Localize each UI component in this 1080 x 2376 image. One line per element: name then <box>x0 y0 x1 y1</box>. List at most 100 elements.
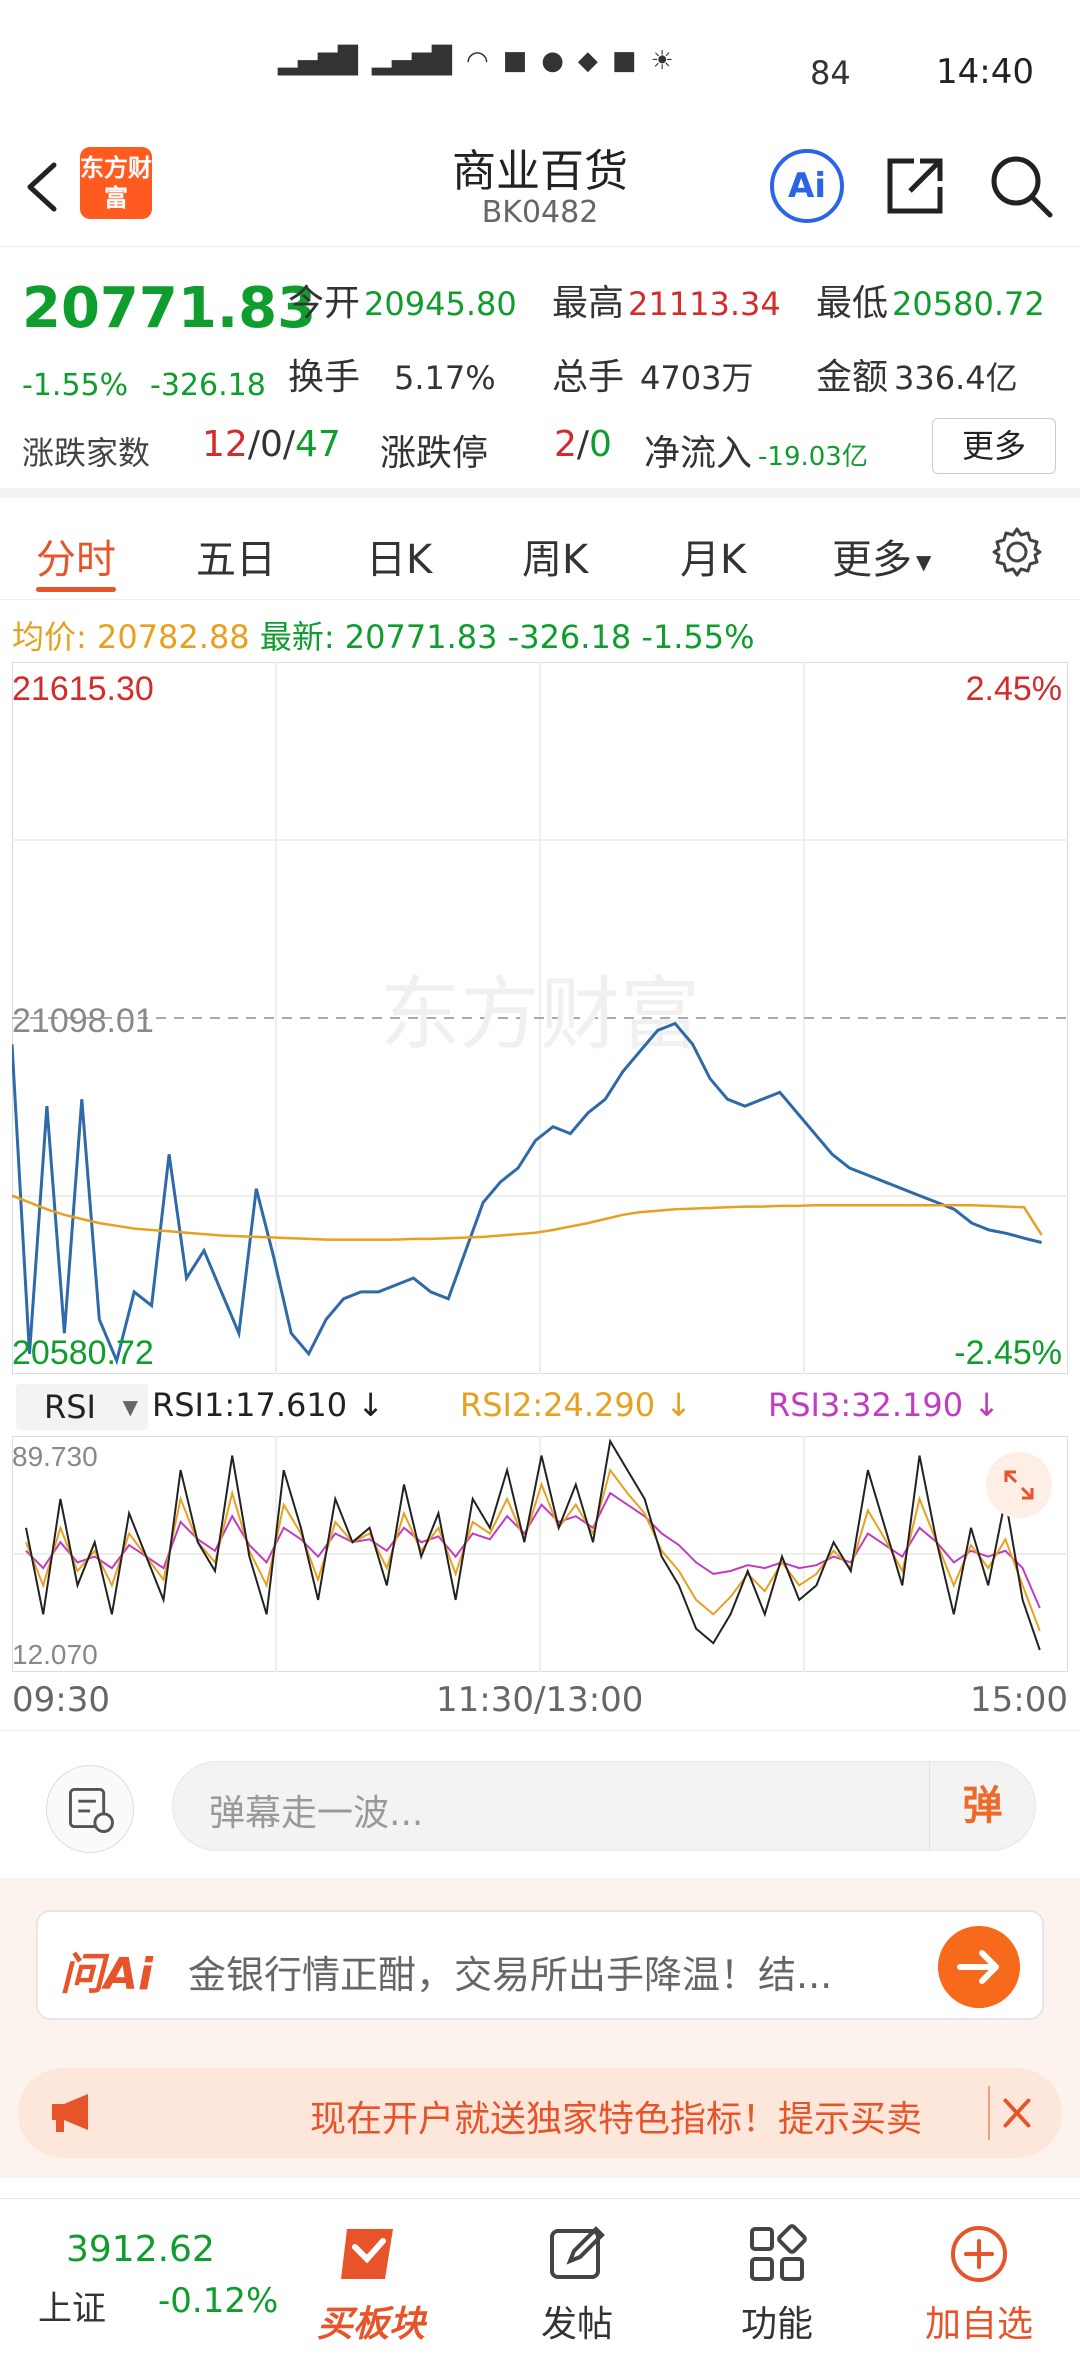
current-price: 20771.83 <box>22 276 317 341</box>
high-value: 21113.34 <box>628 285 781 323</box>
time-label-open: 09:30 <box>12 1680 110 1720</box>
period-tabs: 分时 五日 日K 周K 月K 更多 ▼ <box>0 505 1080 600</box>
tab-intraday[interactable]: 分时 <box>36 537 116 583</box>
arrow-down-icon: ↓ <box>973 1386 1001 1424</box>
high-stat: 最高 21113.34 <box>552 274 781 326</box>
rsi-max-label: 89.730 <box>12 1441 98 1472</box>
limit-up: 2 <box>554 424 577 465</box>
netflow-label: 净流入 <box>644 433 753 474</box>
latest-change-pct: -1.55% <box>641 618 755 656</box>
rsi3-text: RSI3:32.190 <box>768 1386 964 1424</box>
rsi-min-label: 12.070 <box>12 1639 98 1670</box>
low-stat: 最低 20580.72 <box>816 274 1045 326</box>
app-notification-icon: ■ <box>502 46 528 76</box>
change-percent: -1.55% <box>22 368 129 403</box>
add-watchlist-button[interactable]: 加自选 <box>914 2219 1044 2347</box>
price-line <box>12 1021 1042 1366</box>
netflow-stat: 净流入 -19.03亿 <box>644 424 868 476</box>
megaphone-icon <box>52 2094 88 2132</box>
gear-icon[interactable] <box>990 525 1044 579</box>
promo-text: 现在开户就送独家特色指标！提示买卖 <box>310 2099 923 2140</box>
rsi1-text: RSI1:17.610 <box>152 1386 348 1424</box>
tab-daily-k[interactable]: 日K <box>366 537 433 583</box>
indicator-select[interactable]: RSI ▼ <box>16 1384 148 1430</box>
limit-down: 0 <box>589 424 612 465</box>
sector-code: BK0482 <box>481 195 599 230</box>
chevron-down-icon: ▼ <box>122 1395 138 1419</box>
ai-prompt-text: 金银行情正酣，交易所出手降温！结... <box>188 1953 833 1997</box>
volume-label: 总手 <box>552 357 625 398</box>
arrow-right-icon[interactable] <box>938 1926 1020 2008</box>
expand-icon[interactable] <box>986 1452 1052 1518</box>
rsi-chart[interactable]: 89.730 12.070 <box>12 1436 1068 1672</box>
functions-label: 功能 <box>740 2304 813 2345</box>
tab-monthly-k[interactable]: 月K <box>680 527 746 585</box>
battery-level: 84 <box>810 54 851 92</box>
close-icon[interactable] <box>988 2086 1042 2140</box>
clock: 14:40 <box>936 52 1034 92</box>
open-value: 20945.80 <box>364 285 517 323</box>
add-watchlist-label: 加自选 <box>924 2304 1033 2345</box>
pct-axis-top-label: 2.45% <box>966 670 1062 708</box>
back-icon[interactable] <box>18 157 68 217</box>
amount-stat: 金额 336.4亿 <box>816 348 1018 400</box>
rsi2-line <box>25 1467 1041 1632</box>
rsi2-text: RSI2:24.290 <box>460 1386 656 1424</box>
buy-sector-label: 买板块 <box>316 2304 425 2345</box>
post-button[interactable]: 发帖 <box>512 2219 642 2347</box>
more-stats-button[interactable]: 更多 <box>932 418 1056 474</box>
wifi-icon: ◠ <box>465 46 489 76</box>
avg-price-bar: 均价: 20782.88 最新: 20771.83 -326.18 -1.55% <box>12 612 755 658</box>
tab-more[interactable]: 更多 ▼ <box>832 527 931 585</box>
battery-indicator: 84 <box>810 54 851 92</box>
latest-price-value: 20771.83 <box>344 618 498 656</box>
avg-price-value: 20782.88 <box>96 618 250 656</box>
tab-monthly-k-label: 月K <box>680 537 747 583</box>
active-tab-indicator <box>36 587 116 592</box>
open-stat: 今开 20945.80 <box>288 274 517 326</box>
top-nav: 东方财富 商业百货 BK0482 Ai <box>0 125 1080 247</box>
search-icon[interactable] <box>986 151 1056 221</box>
chat-icon: ● <box>541 46 564 76</box>
change-value: -326.18 <box>150 368 266 403</box>
volume-value: 4703万 <box>640 359 754 397</box>
ai-button[interactable]: Ai <box>770 149 844 223</box>
chevron-down-icon: ▼ <box>916 550 932 574</box>
turnover-value: 5.17% <box>394 359 496 397</box>
functions-button[interactable]: 功能 <box>712 2219 842 2347</box>
high-label: 最高 <box>552 283 625 324</box>
amount-label: 金额 <box>816 357 889 398</box>
tab-five-day[interactable]: 五日 <box>196 537 276 583</box>
tab-weekly-k[interactable]: 周K <box>522 537 589 583</box>
post-label: 发帖 <box>540 2304 613 2345</box>
arrow-down-icon: ↓ <box>357 1386 385 1424</box>
danmu-input[interactable]: 弹幕走一波... 弹 <box>172 1761 1036 1851</box>
buy-sector-button[interactable]: 买板块 <box>306 2219 436 2347</box>
promo-banner[interactable]: 现在开户就送独家特色指标！提示买卖 <box>18 2068 1062 2158</box>
y-axis-bottom-label: 20580.72 <box>12 1334 154 1372</box>
ai-brand-label: 问Ai <box>60 1949 154 2000</box>
grid-icon <box>750 2224 807 2281</box>
share-icon[interactable] <box>880 151 950 221</box>
indicator-select-value: RSI <box>44 1388 96 1426</box>
intraday-chart[interactable]: 东方财富 21615.30 21098.01 20580.72 2.45% -2… <box>12 662 1068 1374</box>
danmu-settings-icon[interactable] <box>46 1765 134 1853</box>
notification-icon: ◆ <box>577 46 598 76</box>
bottom-bar: 3912.62 上证 -0.12% 买板块 发帖 功能 加自选 <box>0 2198 1080 2376</box>
rsi1-value: RSI1:17.610 ↓ <box>152 1386 384 1424</box>
buy-sector-icon <box>341 2229 393 2279</box>
latest-price-label: 最新: <box>259 618 335 656</box>
tab-more-label: 更多 <box>832 537 912 583</box>
signal-icon: ▂▄▆█ <box>371 46 452 76</box>
danmu-button[interactable]: 弹 <box>929 1762 1035 1850</box>
rsi1-line <box>25 1438 1041 1651</box>
avg-price-label: 均价: <box>12 618 87 656</box>
ai-section: 问Ai 金银行情正酣，交易所出手降温！结... 现在开户就送独家特色指标！提示买… <box>0 1878 1080 2178</box>
low-label: 最低 <box>816 283 889 324</box>
ai-prompt-box[interactable]: 问Ai 金银行情正酣，交易所出手降温！结... <box>36 1910 1044 2020</box>
edit-icon <box>550 2226 605 2279</box>
turnover-stat: 换手 5.17% <box>288 348 496 400</box>
rsi-header: RSI ▼ RSI1:17.610 ↓ RSI2:24.290 ↓ RSI3:3… <box>12 1380 1068 1434</box>
time-label-close: 15:00 <box>970 1680 1068 1720</box>
avg-price-line <box>12 1194 1043 1241</box>
